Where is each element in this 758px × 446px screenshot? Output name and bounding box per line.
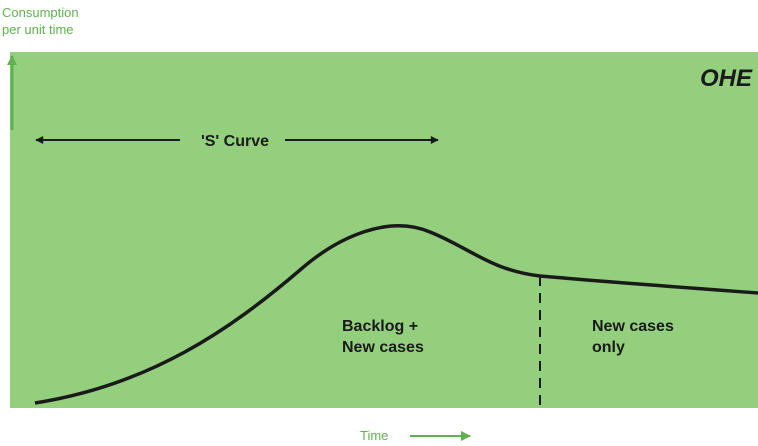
consumption-curve [34, 224, 758, 405]
plot-background [10, 52, 758, 408]
logo: OHE [700, 65, 753, 92]
region-label: New cases [592, 318, 674, 335]
s-curve-label: 'S' Curve [201, 133, 269, 150]
y-axis-label: per unit time [2, 22, 74, 37]
region-label: only [592, 339, 625, 356]
y-axis-label: Consumption [2, 5, 79, 20]
region-label: New cases [342, 339, 424, 356]
region-label: Backlog + [342, 318, 418, 335]
x-axis-label: Time [360, 428, 388, 443]
